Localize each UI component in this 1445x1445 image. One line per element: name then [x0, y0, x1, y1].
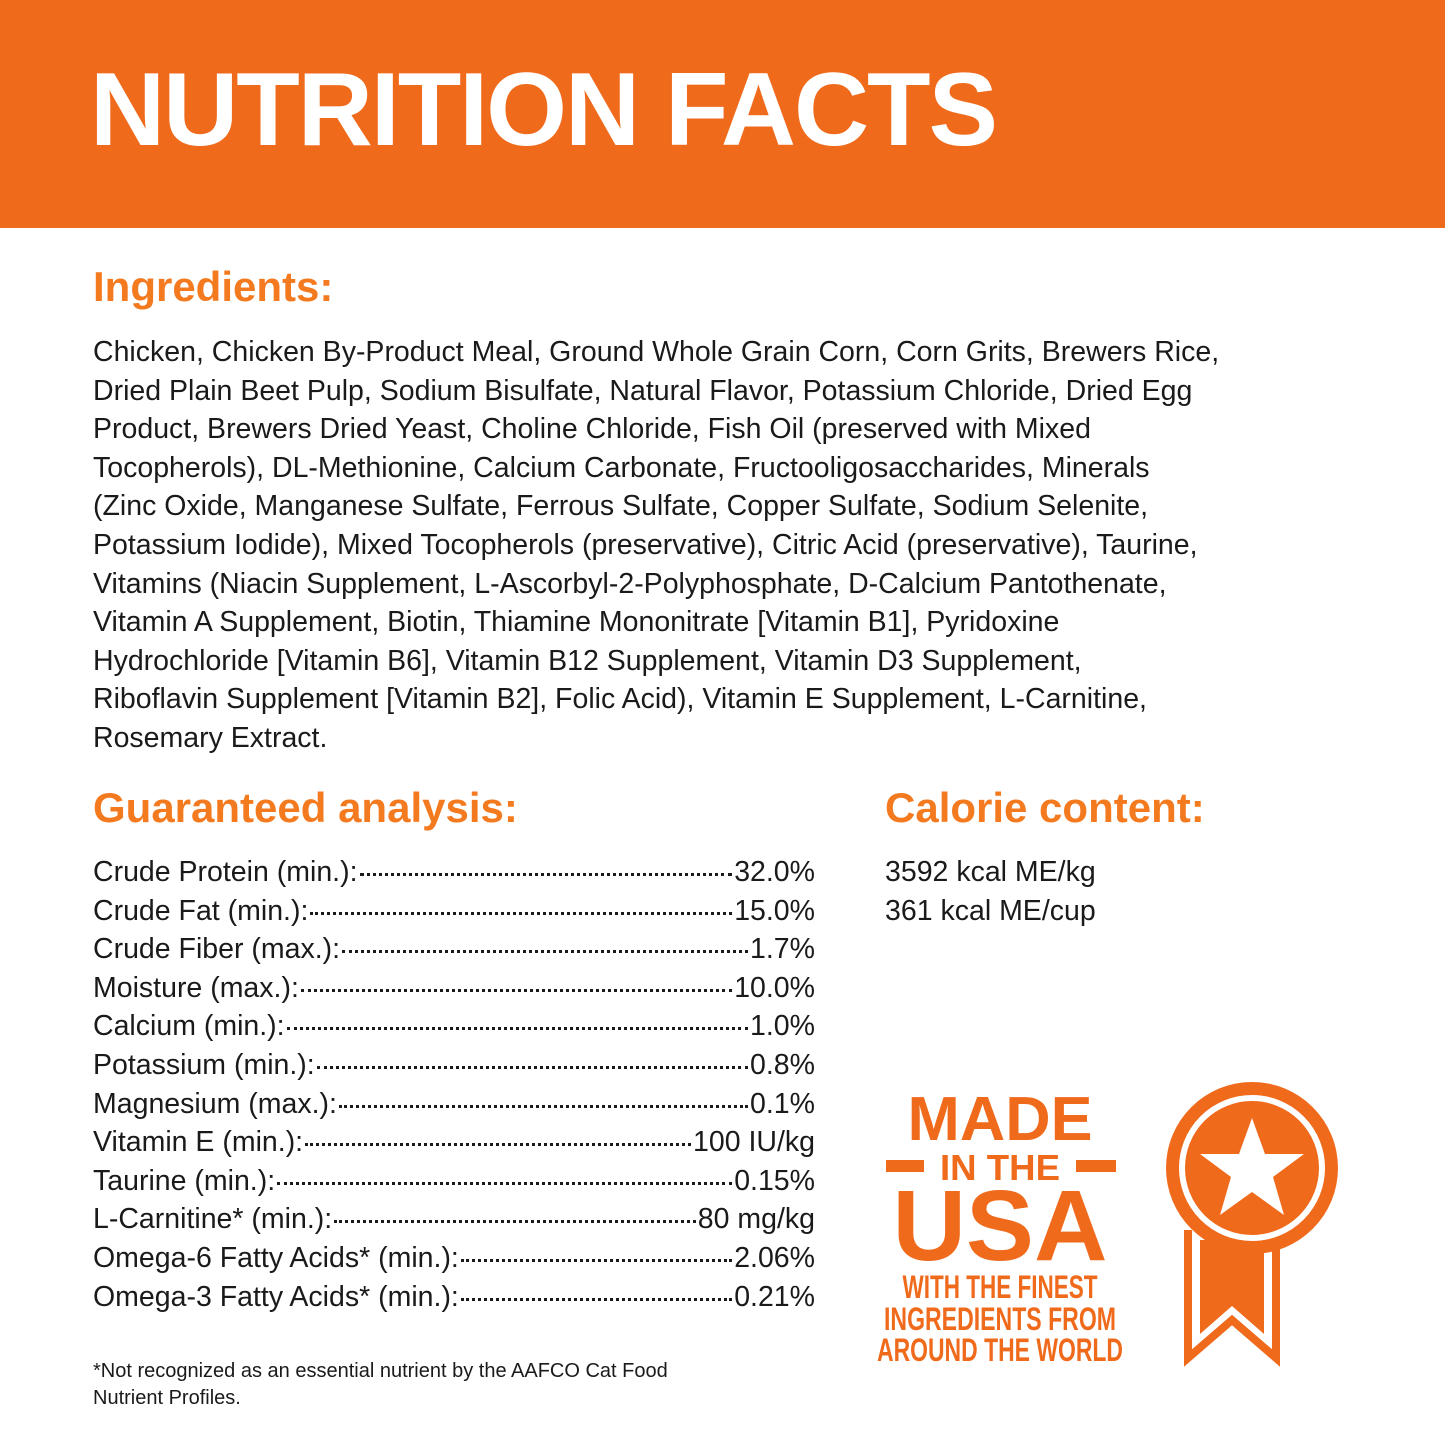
leader-dots: [305, 1143, 691, 1147]
calorie-line: 361 kcal ME/cup: [885, 894, 1096, 927]
ingredients-line: Chicken, Chicken By-Product Meal, Ground…: [93, 336, 1220, 368]
calorie-list: 3592 kcal ME/kg 361 kcal ME/cup: [885, 853, 1096, 930]
ingredients-line: Rosemary Extract.: [93, 721, 328, 754]
nutrient-value: 0.21%: [734, 1280, 815, 1313]
nutrient-value: 10.0%: [734, 971, 815, 1004]
analysis-row: Crude Fiber (max.): 1.7%: [93, 930, 815, 969]
analysis-list: Crude Protein (min.): 32.0% Crude Fat (min…: [93, 853, 815, 1316]
badge-made: MADE: [908, 1085, 1093, 1154]
dash: [886, 1160, 924, 1172]
nutrient-label: Calcium (min.):: [93, 1010, 285, 1043]
badge-in-the: IN THE: [940, 1147, 1060, 1188]
nutrient-label: Magnesium (max.):: [93, 1087, 337, 1120]
page-title: NUTRITION FACTS: [90, 52, 998, 168]
nutrient-value: 80 mg/kg: [697, 1203, 815, 1236]
ingredients-line: (Zinc Oxide, Manganese Sulfate, Ferrous …: [93, 490, 1149, 523]
nutrient-value: 15.0%: [734, 894, 815, 927]
nutrient-value: 1.7%: [750, 933, 815, 966]
calorie-line: 3592 kcal ME/kg: [885, 856, 1096, 888]
nutrient-label: Crude Fat (min.):: [93, 894, 309, 927]
ingredients-heading: Ingredients:: [93, 263, 334, 310]
nutrient-value: 2.06%: [734, 1241, 815, 1274]
footnote-line: *Not recognized as an essential nutrient…: [93, 1360, 668, 1382]
nutrient-label: Taurine (min.):: [93, 1164, 276, 1197]
leader-dots: [300, 988, 733, 992]
leader-dots: [286, 1027, 749, 1031]
analysis-row: Potassium (min.): 0.8%: [93, 1046, 815, 1085]
nutrient-value: 1.0%: [750, 1010, 815, 1043]
badge-tagline: WITH THE FINEST: [903, 1269, 1098, 1305]
nutrient-value: 0.15%: [734, 1164, 815, 1197]
footnote: *Not recognized as an essential nutrient…: [93, 1358, 668, 1412]
ingredients-line: Dried Plain Beet Pulp, Sodium Bisulfate,…: [93, 374, 1193, 407]
nutrient-value: 0.1%: [750, 1087, 815, 1120]
ingredients-line: Tocopherols), DL-Methionine, Calcium Car…: [93, 451, 1150, 484]
header-band: [0, 0, 1445, 228]
footnote-line: Nutrient Profiles.: [93, 1387, 241, 1409]
ingredients-line: Riboflavin Supplement [Vitamin B2], Foli…: [93, 683, 1147, 716]
leader-dots: [316, 1065, 749, 1069]
ingredients-line: Potassium Iodide), Mixed Tocopherols (pr…: [93, 528, 1198, 561]
medal-ring: [1179, 1095, 1325, 1241]
analysis-row: Calcium (min.): 1.0%: [93, 1007, 815, 1046]
ingredients-line: Product, Brewers Dried Yeast, Choline Ch…: [93, 413, 1091, 446]
nutrient-label: Moisture (max.):: [93, 971, 299, 1004]
ingredients-line: Hydrochloride [Vitamin B6], Vitamin B12 …: [93, 644, 1082, 677]
ingredients-line: Vitamins (Niacin Supplement, L-Ascorbyl-…: [93, 567, 1167, 600]
leader-dots: [310, 911, 733, 915]
nutrient-value: 0.8%: [750, 1048, 815, 1081]
star: [1200, 1118, 1304, 1215]
nutrient-label: Vitamin E (min.):: [93, 1126, 304, 1159]
nutrient-label: Omega-3 Fatty Acids* (min.):: [93, 1280, 459, 1313]
analysis-row: Taurine (min.): 0.15%: [93, 1162, 815, 1201]
ingredients-line: Vitamin A Supplement, Biotin, Thiamine M…: [93, 606, 1060, 639]
leader-dots: [460, 1258, 733, 1262]
analysis-row: Omega-6 Fatty Acids* (min.): 2.06%: [93, 1239, 815, 1278]
analysis-row: Vitamin E (min.): 100 IU/kg: [93, 1123, 815, 1162]
ribbon: [1200, 1240, 1264, 1334]
dash: [1076, 1160, 1116, 1172]
leader-dots: [359, 873, 733, 876]
ribbon: [1184, 1230, 1280, 1367]
nutrient-value: 100 IU/kg: [693, 1126, 815, 1159]
analysis-heading: Guaranteed analysis:: [93, 784, 518, 831]
analysis-row: Crude Protein (min.): 32.0%: [93, 853, 815, 892]
nutrient-label: Potassium (min.):: [93, 1048, 315, 1081]
leader-dots: [460, 1297, 733, 1301]
analysis-row: L-Carnitine* (min.): 80 mg/kg: [93, 1200, 815, 1239]
nutrient-label: Crude Fiber (max.):: [93, 933, 341, 966]
leader-dots: [342, 950, 749, 954]
nutrient-label: Crude Protein (min.):: [93, 856, 358, 888]
badge-tagline: AROUND THE WORLD: [877, 1332, 1123, 1368]
made-in-usa-badge: MADE IN THE USA WITH THE FINEST INGREDIE…: [877, 1082, 1338, 1368]
badge-tagline: INGREDIENTS FROM: [884, 1301, 1116, 1337]
leader-dots: [277, 1181, 733, 1185]
badge-usa: USA: [893, 1170, 1108, 1282]
analysis-row: Magnesium (max.): 0.1%: [93, 1085, 815, 1124]
analysis-row: Omega-3 Fatty Acids* (min.): 0.21%: [93, 1278, 815, 1317]
nutrient-value: 32.0%: [734, 856, 815, 888]
nutrient-label: Omega-6 Fatty Acids* (min.):: [93, 1241, 459, 1274]
leader-dots: [338, 1104, 749, 1108]
calorie-heading: Calorie content:: [885, 784, 1205, 831]
nutrient-label: L-Carnitine* (min.):: [93, 1203, 333, 1236]
analysis-row: Crude Fat (min.): 15.0%: [93, 892, 815, 931]
ingredients-text: Chicken, Chicken By-Product Meal, Ground…: [93, 333, 1219, 758]
analysis-row: Moisture (max.): 10.0%: [93, 969, 815, 1008]
leader-dots: [334, 1220, 696, 1224]
